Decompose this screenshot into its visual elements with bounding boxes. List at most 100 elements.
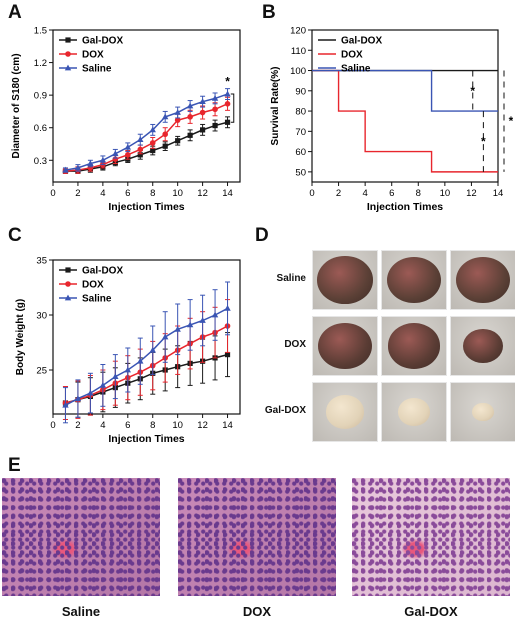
y-tick-label: 1.2: [34, 58, 47, 69]
x-tick-label: 10: [172, 420, 183, 431]
significance-star: *: [470, 84, 475, 98]
data-point: [224, 119, 231, 125]
histology-row: Saline DOX Gal-DOX: [0, 478, 515, 620]
data-point: [162, 143, 168, 149]
tumor-tissue: [398, 398, 430, 426]
plot-frame: [52, 259, 241, 415]
tumor-tissue: [387, 323, 441, 369]
data-point: [149, 126, 156, 133]
panel-letter-a: A: [8, 2, 22, 23]
legend-label: Gal-DOX: [82, 36, 123, 47]
x-tick-label: 8: [150, 420, 155, 431]
y-tick-label: 30: [36, 311, 47, 322]
legend-marker: [64, 64, 72, 71]
tumor-tissue: [317, 256, 373, 304]
data-point: [174, 117, 181, 123]
x-tick-label: 4: [100, 188, 105, 199]
legend-marker: [65, 51, 71, 57]
y-tick-label: 35: [36, 256, 47, 267]
tumor-row-label: Saline: [276, 273, 306, 284]
tumor-photo: [381, 250, 447, 310]
legend-label: Gal-DOX: [82, 266, 123, 277]
data-point: [150, 147, 156, 154]
legend-label: Gal-DOX: [341, 36, 382, 47]
x-tick-label: 12: [197, 188, 208, 199]
y-tick-label: 120: [290, 26, 306, 37]
x-tick-label: 12: [466, 188, 477, 199]
data-point: [149, 346, 156, 353]
data-point: [199, 317, 206, 323]
histology-label: Gal-DOX: [404, 604, 458, 619]
data-point: [200, 127, 206, 133]
y-axis-label: Diameter of S180 (cm): [11, 53, 22, 158]
data-point: [174, 325, 181, 332]
histology-label: Saline: [61, 604, 101, 619]
data-point: [74, 164, 82, 171]
panel-letter-e: E: [8, 455, 21, 476]
significance-star: *: [509, 114, 513, 128]
x-tick-label: 8: [416, 188, 421, 199]
x-tick-label: 14: [222, 420, 233, 431]
plot-frame: [52, 29, 241, 183]
x-tick-label: 0: [50, 420, 55, 431]
panel-letter-c: C: [8, 225, 22, 246]
x-axis-label: Injection Times: [108, 201, 184, 213]
x-tick-label: 4: [100, 420, 105, 431]
y-tick-label: 100: [290, 66, 306, 77]
data-point: [187, 114, 193, 120]
legend-marker: [65, 37, 71, 43]
x-tick-label: 6: [125, 420, 130, 431]
tumor-photo: [450, 250, 515, 310]
y-tick-label: 0.6: [34, 123, 47, 134]
x-tick-label: 14: [222, 188, 233, 199]
series-saline: [62, 88, 231, 173]
x-tick-label: 0: [309, 188, 314, 199]
y-tick-label: 0.3: [34, 156, 47, 167]
histology-image: [2, 478, 160, 596]
x-tick-label: 6: [389, 188, 394, 199]
data-point: [212, 122, 218, 129]
x-tick-label: 0: [50, 188, 55, 199]
data-point: [162, 333, 169, 340]
tumor-tissue: [387, 256, 441, 304]
data-point: [224, 90, 231, 97]
tumor-tissue: [325, 395, 365, 429]
plot-frame: [311, 29, 499, 183]
series-dox: [312, 69, 498, 173]
x-tick-label: 2: [75, 188, 80, 199]
chart-b-survival: 0 2 4 6 8 10 12 14 50 60 70 80 90 100 110 120 Injection …: [270, 26, 513, 214]
data-point: [211, 311, 219, 318]
data-point: [74, 395, 82, 401]
legend-marker: [65, 267, 71, 273]
x-tick-label: 4: [362, 188, 367, 199]
y-axis-label: Survival Rate(%): [270, 67, 281, 146]
data-point: [87, 160, 94, 166]
tumor-photo: [312, 250, 378, 310]
y-tick-label: 70: [295, 127, 306, 138]
tumor-photo: [450, 382, 515, 442]
tumor-row-label: Gal-DOX: [264, 405, 306, 416]
legend-marker: [64, 294, 72, 301]
data-point: [186, 321, 194, 328]
data-point: [99, 156, 107, 163]
x-axis-label: Injection Times: [367, 201, 443, 213]
data-point: [212, 106, 218, 113]
x-axis-label: Injection Times: [108, 433, 184, 445]
data-point: [137, 136, 144, 143]
y-tick-label: 90: [295, 86, 306, 97]
y-tick-label: 25: [36, 366, 47, 377]
data-point: [224, 352, 231, 358]
significance-star: *: [481, 134, 486, 148]
data-point: [175, 138, 181, 144]
data-point: [137, 146, 144, 153]
x-tick-label: 8: [150, 188, 155, 199]
significance-star: *: [225, 74, 230, 88]
data-point: [87, 389, 94, 396]
series-line: [65, 307, 228, 406]
survival-step-line: [312, 69, 498, 173]
histology-label: DOX: [242, 604, 272, 619]
tumor-photo: [381, 382, 447, 442]
legend-label: DOX: [341, 50, 363, 61]
legend-label: Saline: [82, 64, 112, 75]
data-point: [124, 143, 131, 150]
